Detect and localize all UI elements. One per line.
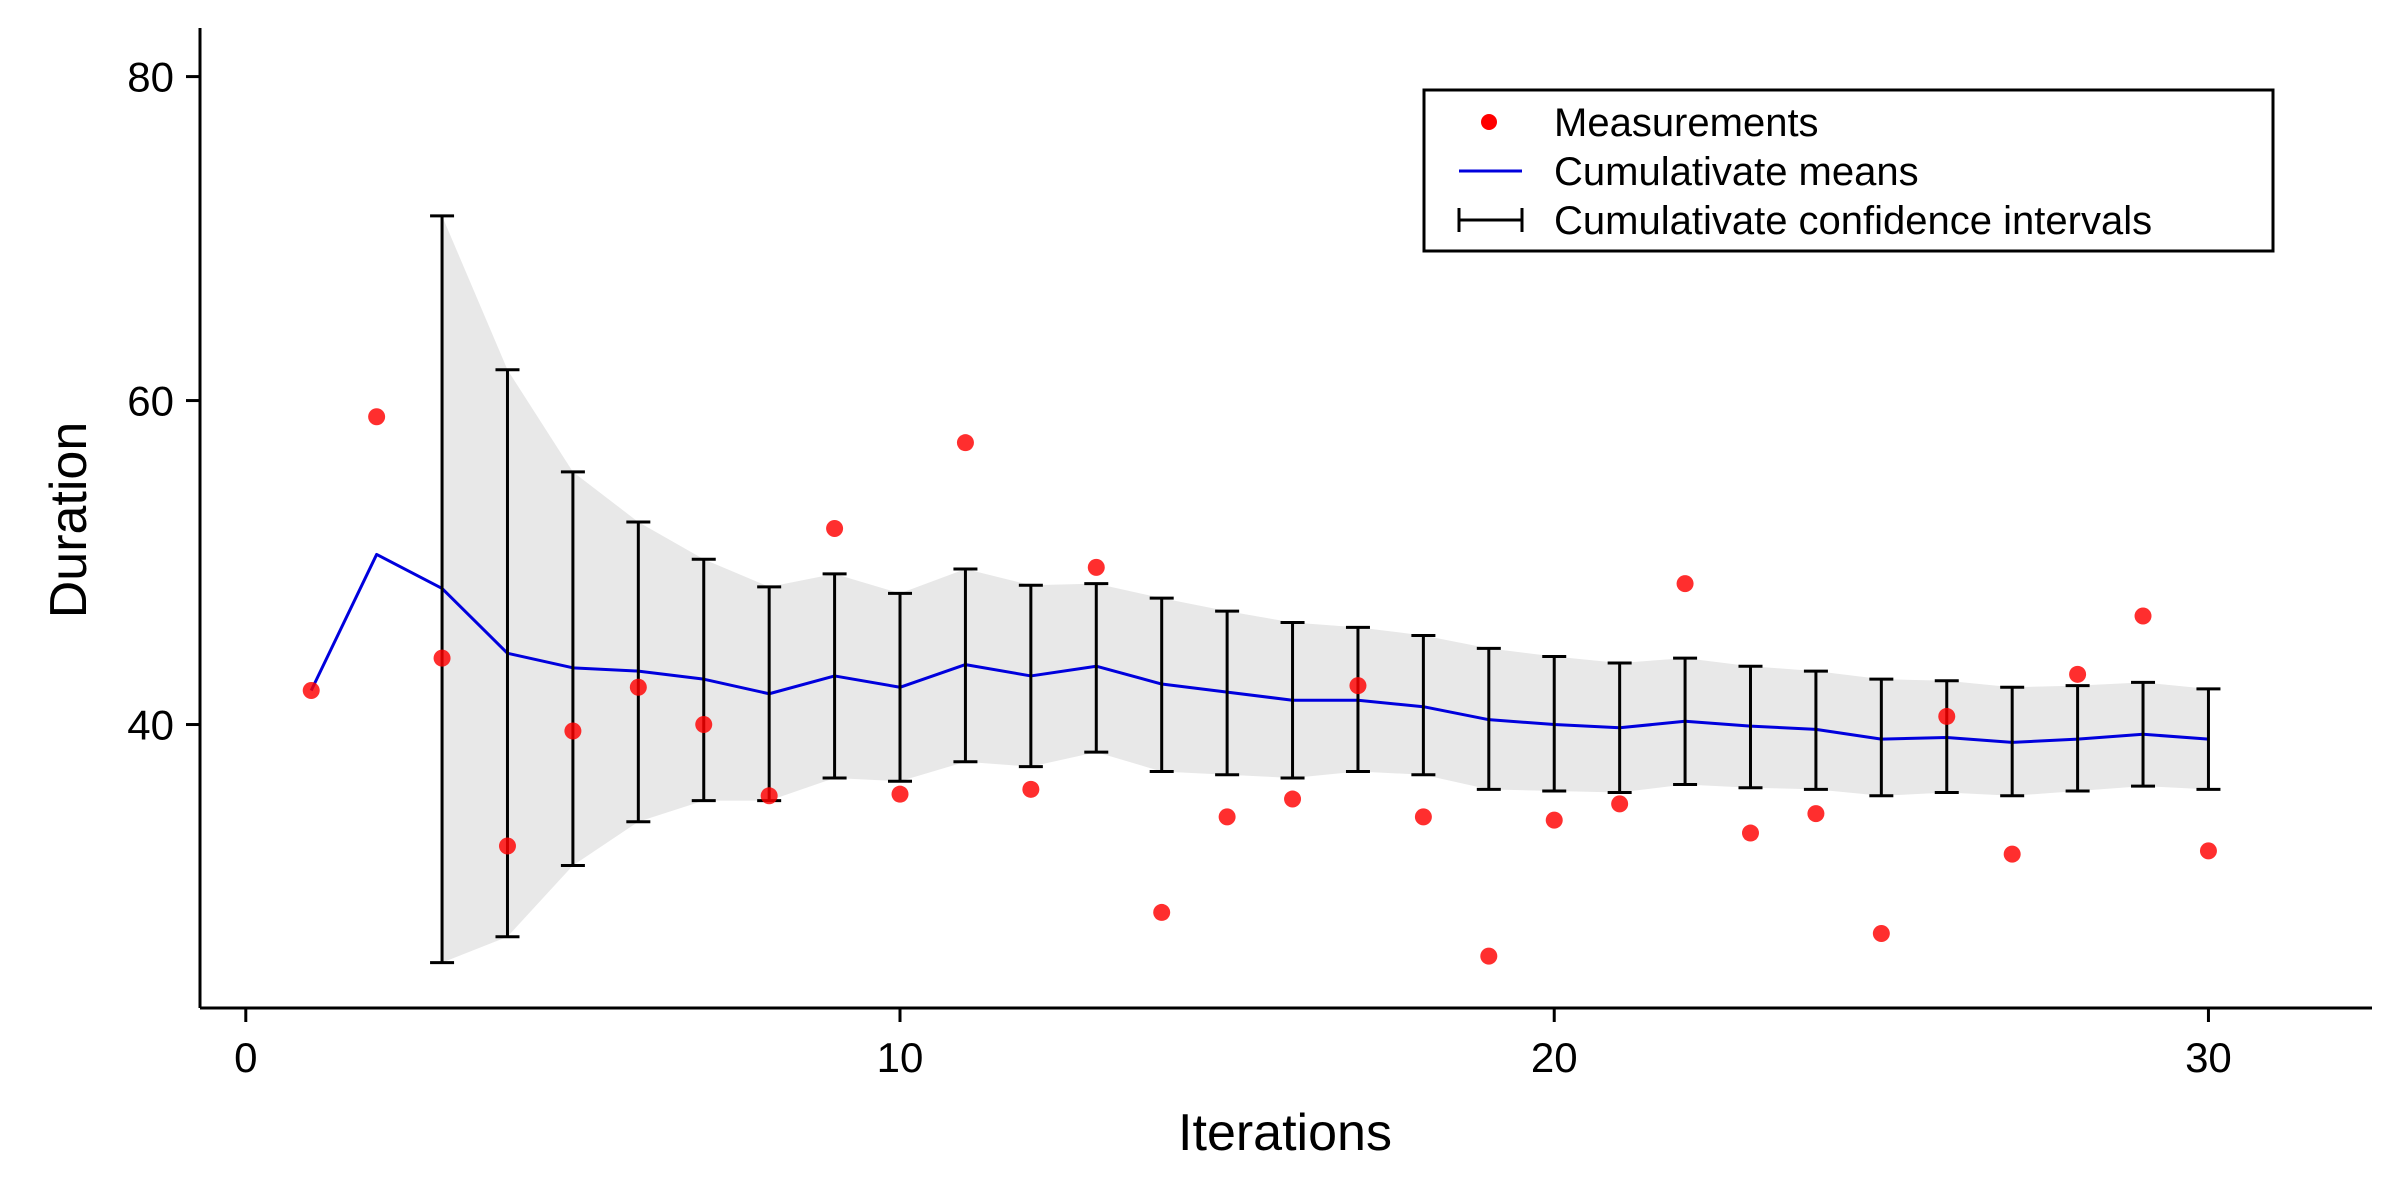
axes: 0 10 20 30 40 60 80 xyxy=(127,28,2372,1081)
measurement-point xyxy=(891,785,909,803)
measurement-point xyxy=(826,520,844,538)
ci-errorbar xyxy=(626,520,651,824)
y-tick-label: 40 xyxy=(127,702,174,749)
measurement-point xyxy=(368,408,386,426)
cumulative-mean-layer xyxy=(309,552,2209,744)
measurement-point xyxy=(695,716,713,734)
ci-errorbar xyxy=(822,572,847,780)
ci-errorbar xyxy=(1018,583,1043,769)
measurement-point xyxy=(433,649,451,667)
ci-errorbar xyxy=(1411,633,1436,777)
ci-errorbar xyxy=(1149,596,1174,774)
measurement-point xyxy=(1741,824,1759,842)
x-tick-label: 0 xyxy=(234,1034,257,1081)
legend-box xyxy=(1422,88,2275,253)
measurement-point xyxy=(1872,924,1890,942)
y-tick-label: 80 xyxy=(127,54,174,101)
measurement-point xyxy=(1480,947,1498,965)
ci-errorbar xyxy=(1607,661,1632,795)
ci-errorbar xyxy=(560,470,585,867)
ci-errorbar xyxy=(1869,677,1894,798)
confidence-interval-layer xyxy=(430,214,2221,965)
measurement-point xyxy=(302,682,320,700)
ci-errorbar xyxy=(1084,582,1109,754)
ci-errorbar xyxy=(2196,687,2221,791)
measurement-point xyxy=(2134,607,2152,625)
ci-band-layer xyxy=(442,215,2209,963)
measurement-point xyxy=(629,678,647,696)
y-tick-label: 60 xyxy=(127,378,174,425)
measurement-point xyxy=(1153,903,1171,921)
y-axis-title: Duration xyxy=(40,422,98,619)
ci-errorbar xyxy=(2000,685,2025,798)
legend-label-means: Cumulativate means xyxy=(1554,150,1919,194)
measurement-point xyxy=(2069,665,2087,683)
legend-label-measurements: Measurements xyxy=(1554,101,1819,145)
measurement-point xyxy=(1218,808,1236,826)
measurement-point xyxy=(1414,808,1432,826)
ci-errorbar xyxy=(430,214,455,965)
measurement-point xyxy=(956,434,974,452)
measurement-point xyxy=(760,787,778,805)
ci-errorbar xyxy=(1280,620,1305,780)
ci-errorbar xyxy=(953,567,978,764)
legend-errorbar-icon xyxy=(1457,208,1524,232)
measurement-point xyxy=(1349,677,1367,695)
measurement-layer xyxy=(302,408,2217,965)
ci-errorbar xyxy=(1673,656,1698,786)
ci-errorbar xyxy=(1345,625,1370,774)
measurement-point xyxy=(2199,842,2217,860)
ci-errorbar xyxy=(888,591,913,783)
ci-errorbar xyxy=(2131,680,2156,788)
ci-errorbar xyxy=(1738,664,1763,790)
measurement-point xyxy=(1676,575,1694,593)
legend-point-icon xyxy=(1481,114,1497,130)
measurement-point xyxy=(498,837,516,855)
measurement-point xyxy=(2003,845,2021,863)
ci-errorbar xyxy=(2065,684,2090,793)
cumulative-mean-line xyxy=(309,552,2209,744)
measurement-point xyxy=(1938,707,1956,725)
measurement-point xyxy=(1022,780,1040,798)
x-tick-label: 30 xyxy=(2185,1034,2232,1081)
measurement-point xyxy=(1807,805,1825,823)
x-tick-label: 20 xyxy=(1531,1034,1578,1081)
ci-errorbar xyxy=(691,557,716,803)
ci-errorbar xyxy=(1476,646,1501,791)
x-tick-label: 10 xyxy=(877,1034,924,1081)
ci-errorbar xyxy=(1542,654,1567,793)
legend: Measurements Cumulativate means Cumulati… xyxy=(1422,88,2275,253)
measurement-point xyxy=(1611,795,1629,813)
ci-errorbar xyxy=(1934,679,1959,795)
measurement-point xyxy=(1284,790,1302,808)
measurement-point xyxy=(564,722,582,740)
legend-label-intervals: Cumulativate confidence intervals xyxy=(1554,199,2152,243)
measurement-point xyxy=(1545,811,1563,829)
measurement-point xyxy=(1087,558,1105,576)
ci-errorbar xyxy=(1215,609,1240,777)
x-axis-title: Iterations xyxy=(1178,1104,1392,1162)
ci-errorbar xyxy=(1803,669,1828,791)
ci-band xyxy=(442,215,2209,963)
